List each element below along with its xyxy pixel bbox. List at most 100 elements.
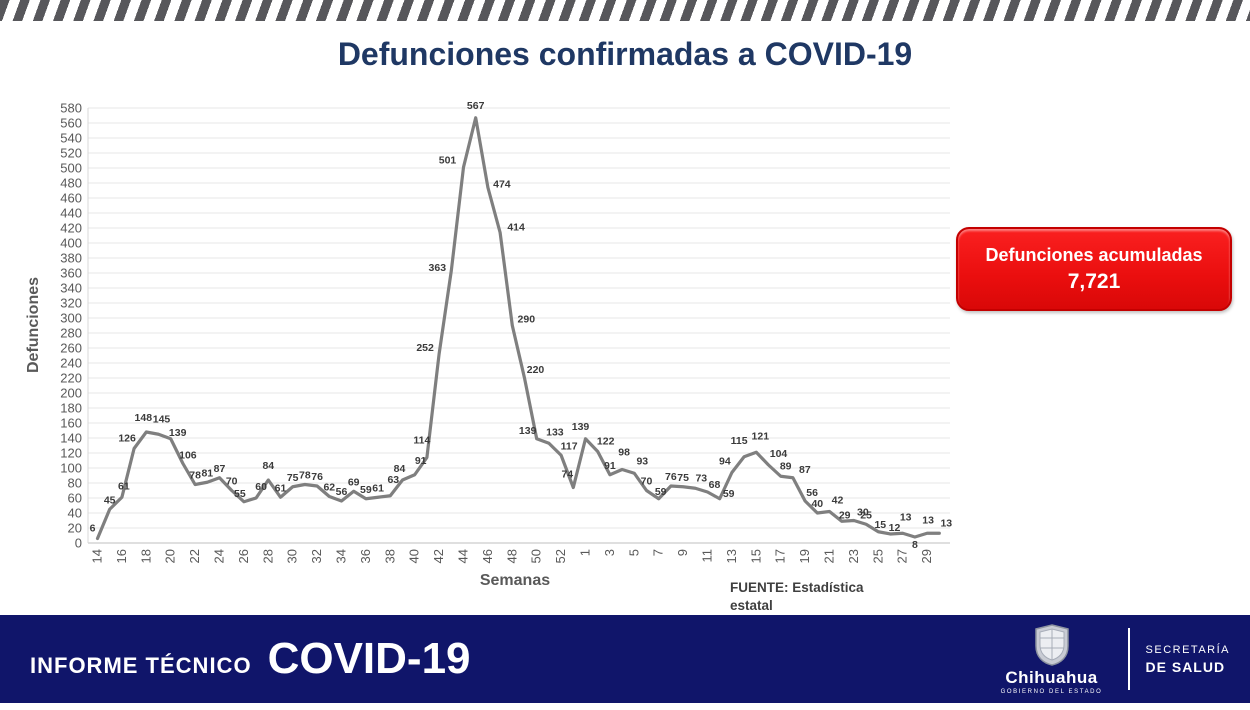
svg-text:240: 240 [60, 356, 82, 371]
svg-text:12: 12 [889, 522, 901, 534]
svg-text:24: 24 [212, 549, 227, 563]
svg-text:89: 89 [780, 460, 792, 472]
svg-text:104: 104 [770, 448, 788, 460]
svg-text:11: 11 [700, 549, 715, 563]
svg-text:91: 91 [415, 455, 427, 467]
source-note-line1: FUENTE: Estadística [730, 580, 864, 595]
cumulative-deaths-label: Defunciones acumuladas [985, 244, 1203, 265]
svg-text:501: 501 [439, 154, 457, 166]
svg-text:180: 180 [60, 401, 82, 416]
svg-text:7: 7 [651, 549, 666, 556]
de-salud-label: DE SALUD [1145, 658, 1226, 675]
svg-text:160: 160 [60, 416, 82, 431]
chihuahua-shield-icon [1034, 623, 1069, 666]
svg-text:91: 91 [604, 460, 616, 472]
svg-text:252: 252 [416, 342, 434, 354]
svg-text:16: 16 [114, 549, 129, 563]
svg-text:84: 84 [262, 460, 274, 472]
svg-text:62: 62 [323, 482, 335, 494]
svg-text:139: 139 [572, 421, 590, 433]
svg-text:84: 84 [394, 463, 406, 475]
svg-text:48: 48 [504, 549, 519, 563]
svg-text:5: 5 [626, 549, 641, 556]
svg-text:139: 139 [519, 425, 537, 437]
svg-text:1: 1 [578, 549, 593, 556]
x-tick-labels: 14 16 18 20 22 24 26 28 30 32 34 36 38 40 42 44 46 48 50 52… [90, 549, 935, 563]
cumulative-deaths-value: 7,721 [1067, 269, 1121, 293]
source-note: FUENTE: Estadística estatal [730, 579, 900, 615]
svg-text:15: 15 [748, 549, 763, 563]
svg-text:126: 126 [118, 433, 136, 445]
chihuahua-logo: Chihuahua GOBIERNO DEL ESTADO [992, 623, 1112, 695]
source-note-line2: estatal [730, 598, 773, 613]
logo-divider [1127, 628, 1130, 690]
svg-text:29: 29 [919, 549, 934, 563]
svg-text:78: 78 [299, 470, 311, 482]
svg-text:38: 38 [382, 549, 397, 563]
svg-text:260: 260 [60, 341, 82, 356]
chihuahua-wordmark: Chihuahua [1005, 667, 1098, 687]
svg-text:280: 280 [60, 326, 82, 341]
svg-text:363: 363 [429, 262, 447, 274]
svg-text:500: 500 [60, 161, 82, 176]
svg-text:139: 139 [169, 427, 187, 439]
svg-text:50: 50 [529, 549, 544, 563]
svg-text:440: 440 [60, 206, 82, 221]
svg-text:114: 114 [413, 435, 430, 447]
svg-text:30: 30 [285, 549, 300, 563]
svg-text:400: 400 [60, 236, 82, 251]
svg-text:340: 340 [60, 281, 82, 296]
svg-text:220: 220 [60, 371, 82, 386]
svg-text:474: 474 [493, 179, 511, 191]
svg-text:74: 74 [561, 469, 573, 481]
svg-text:22: 22 [187, 549, 202, 563]
svg-text:14: 14 [90, 549, 105, 563]
svg-text:42: 42 [832, 495, 844, 507]
svg-text:73: 73 [695, 472, 707, 484]
svg-text:69: 69 [348, 476, 360, 488]
svg-text:140: 140 [60, 431, 82, 446]
svg-text:70: 70 [226, 476, 238, 488]
svg-text:25: 25 [860, 509, 872, 521]
svg-text:15: 15 [874, 519, 886, 531]
svg-text:460: 460 [60, 191, 82, 206]
svg-text:480: 480 [60, 176, 82, 191]
gobierno-del-estado-label: GOBIERNO DEL ESTADO [1000, 688, 1103, 695]
svg-text:87: 87 [214, 463, 226, 475]
svg-text:19: 19 [797, 549, 812, 563]
svg-text:148: 148 [135, 412, 153, 424]
svg-text:17: 17 [773, 549, 788, 563]
svg-text:61: 61 [118, 480, 130, 492]
svg-text:60: 60 [255, 481, 267, 493]
svg-text:32: 32 [309, 549, 324, 563]
svg-text:27: 27 [895, 549, 910, 563]
svg-text:26: 26 [236, 549, 251, 563]
svg-text:567: 567 [467, 100, 485, 112]
svg-text:75: 75 [287, 472, 299, 484]
svg-text:120: 120 [60, 446, 82, 461]
footer-report-label: INFORME TÉCNICO [30, 653, 252, 678]
svg-text:106: 106 [179, 450, 197, 462]
svg-text:13: 13 [940, 517, 952, 529]
svg-text:8: 8 [912, 539, 918, 551]
svg-text:23: 23 [846, 549, 861, 563]
cumulative-deaths-card: Defunciones acumuladas 7,721 [956, 227, 1232, 311]
svg-text:13: 13 [922, 514, 934, 526]
svg-text:30: 30 [857, 507, 869, 519]
svg-text:100: 100 [60, 461, 82, 476]
page-title: Defunciones confirmadas a COVID-19 [337, 36, 913, 72]
svg-text:133: 133 [546, 426, 564, 438]
svg-text:360: 360 [60, 266, 82, 281]
svg-text:320: 320 [60, 296, 82, 311]
svg-text:3: 3 [602, 549, 617, 556]
svg-text:29: 29 [839, 509, 851, 521]
svg-text:290: 290 [518, 314, 536, 326]
svg-text:580: 580 [60, 101, 82, 116]
svg-text:56: 56 [806, 487, 818, 499]
svg-text:42: 42 [431, 549, 446, 563]
svg-text:6: 6 [90, 523, 96, 535]
footer-bar: INFORME TÉCNICO COVID-19 Chihuahua GOBIE… [0, 615, 1250, 703]
x-axis-title: Semanas [480, 572, 550, 589]
svg-text:61: 61 [372, 482, 384, 494]
